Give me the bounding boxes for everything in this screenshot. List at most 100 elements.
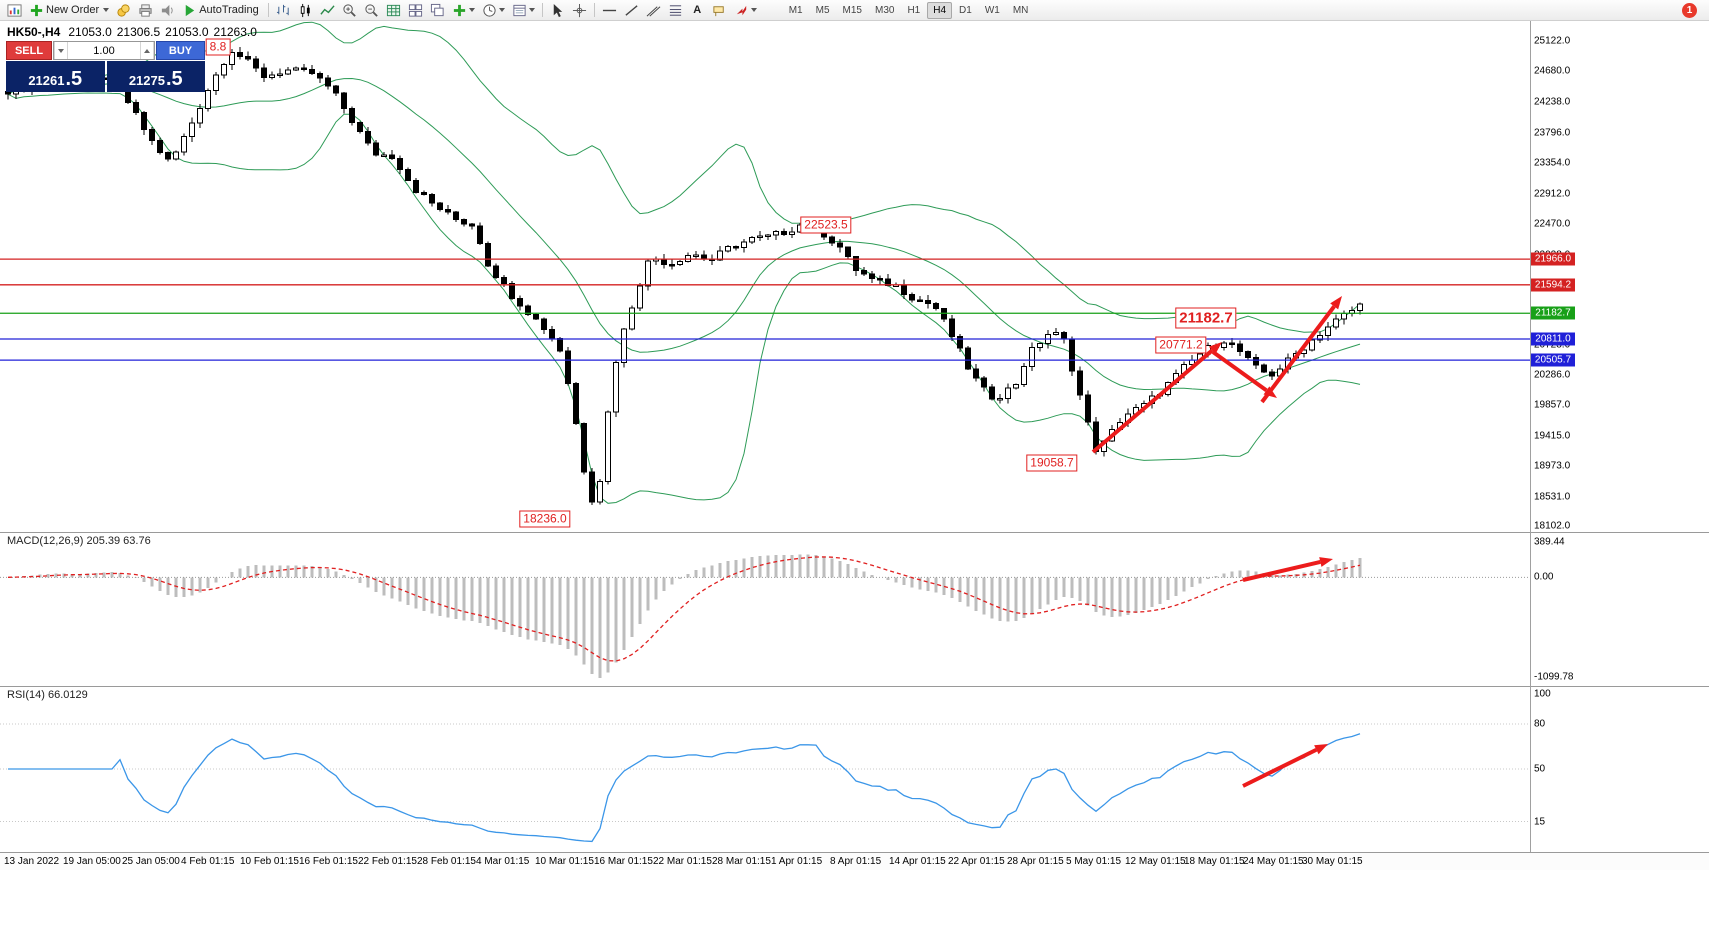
cascade-windows-icon[interactable] [427, 1, 448, 19]
trend-arrow[interactable] [1242, 560, 1321, 582]
macd-axis-label: 389.44 [1534, 536, 1565, 548]
volume-increase-button[interactable] [140, 42, 154, 59]
trendline-icon[interactable] [621, 1, 642, 19]
chart-window-icon[interactable] [4, 1, 25, 19]
time-axis-label: 12 May 01:15 [1125, 856, 1186, 867]
price-level-tag[interactable]: 21966.0 [1531, 252, 1575, 266]
timeframe-M15[interactable]: M15 [842, 4, 862, 16]
price-axis-label: 18973.0 [1534, 460, 1571, 472]
new-order-button[interactable]: New Order [26, 1, 112, 19]
sell-price-main: 21261 [28, 73, 65, 88]
timeframe-H1[interactable]: H1 [907, 4, 921, 16]
price-level-tag[interactable]: 21594.2 [1531, 278, 1575, 292]
grid-icon[interactable] [383, 1, 404, 19]
rsi-axis-label: 80 [1534, 718, 1546, 730]
trend-arrow[interactable] [1260, 305, 1336, 404]
label-tool-icon[interactable] [709, 1, 730, 19]
trend-arrow-head [1319, 557, 1333, 567]
ohlc-open: 21053.0 [68, 25, 112, 39]
rsi-panel[interactable]: RSI(14) 66.0129 100 80 50 15 [0, 686, 1709, 852]
buy-price[interactable]: 21275 .5 [106, 61, 205, 92]
toolbar-separator [267, 3, 269, 17]
text-tool-button[interactable]: A [687, 1, 708, 19]
template-selector-button[interactable] [509, 1, 538, 19]
price-annotation[interactable]: 20771.2 [1155, 336, 1207, 354]
arrows-tool-button[interactable] [731, 1, 760, 19]
timeframe-D1[interactable]: D1 [959, 4, 972, 16]
macd-histogram [14, 554, 1362, 678]
macd-panel[interactable]: MACD(12,26,9) 205.39 63.76 389.44 0.00 -10… [0, 532, 1709, 686]
zoom-in-icon[interactable] [339, 1, 360, 19]
volume-decrease-button[interactable] [54, 42, 68, 59]
price-annotation[interactable]: 8.8 [205, 38, 231, 56]
buy-price-main: 21275 [128, 73, 165, 88]
candlestick-chart-icon[interactable] [295, 1, 316, 19]
timeframe-W1[interactable]: W1 [984, 4, 1000, 16]
price-annotation[interactable]: 22523.5 [800, 216, 852, 234]
macd-label: MACD(12,26,9) 205.39 63.76 [7, 535, 151, 547]
trend-arrow-head [1314, 744, 1328, 755]
rsi-axis-label: 50 [1534, 763, 1546, 775]
trend-arrow-head [1330, 296, 1342, 310]
time-axis-label: 22 Apr 01:15 [948, 856, 1005, 867]
timeframe-toolbar: M1 M5 M15 M30 H1 H4 D1 W1 MN [783, 1, 1035, 19]
buy-button[interactable]: BUY [156, 41, 205, 60]
price-annotation[interactable]: 21182.7 [1175, 307, 1237, 329]
alerts-icon[interactable] [157, 1, 178, 19]
zoom-out-icon[interactable] [361, 1, 382, 19]
bar-chart-icon[interactable] [273, 1, 294, 19]
rsi-canvas[interactable] [0, 686, 1709, 852]
trend-arrow[interactable] [1091, 348, 1214, 454]
price-level-tag[interactable]: 20505.7 [1531, 353, 1575, 367]
toolbar-separator [593, 3, 595, 17]
price-axis-label: 22912.0 [1534, 188, 1571, 200]
trend-arrow[interactable] [1242, 747, 1318, 788]
tile-windows-icon[interactable] [405, 1, 426, 19]
new-order-label: New Order [46, 4, 100, 16]
crosshair-icon[interactable] [569, 1, 590, 19]
time-axis-label: 18 May 01:15 [1184, 856, 1245, 867]
price-annotation[interactable]: 18236.0 [519, 510, 571, 528]
sell-price[interactable]: 21261 .5 [6, 61, 105, 92]
timeframe-H4[interactable]: H4 [927, 1, 953, 19]
autotrading-label: AutoTrading [199, 4, 259, 16]
timeframe-M1[interactable]: M1 [788, 4, 803, 16]
notification-badge[interactable]: 1 [1682, 2, 1697, 18]
price-level-tag[interactable]: 20811.0 [1531, 332, 1575, 346]
timeframe-M30[interactable]: M30 [874, 4, 895, 16]
price-axis-label: 19415.0 [1534, 430, 1571, 442]
fibonacci-icon[interactable] [665, 1, 686, 19]
macd-signal-line [7, 556, 1361, 662]
price-level-tag[interactable]: 21182.7 [1531, 306, 1575, 320]
time-axis[interactable]: 13 Jan 2022 19 Jan 05:00 25 Jan 05:00 4 Feb… [0, 852, 1709, 870]
price-annotation[interactable]: 19058.7 [1026, 454, 1078, 472]
text-tool-label: A [693, 4, 702, 16]
toolbar-separator [541, 3, 543, 17]
time-axis-label: 16 Feb 01:15 [299, 856, 358, 867]
macd-canvas[interactable] [0, 532, 1709, 686]
ohlc-high: 21306.5 [116, 25, 161, 39]
main-chart-panel[interactable]: HK50-,H4 21053.0 21306.5 21053.0 21263.0 SEL… [0, 21, 1709, 532]
print-icon[interactable] [135, 1, 156, 19]
channel-icon[interactable] [643, 1, 664, 19]
cursor-icon[interactable] [547, 1, 568, 19]
timeframe-MN[interactable]: MN [1012, 4, 1029, 16]
timeframe-M5[interactable]: M5 [815, 4, 830, 16]
trend-arrow[interactable] [1211, 350, 1268, 393]
price-chart-canvas[interactable] [0, 21, 1709, 532]
price-axis-label: 24238.0 [1534, 96, 1571, 108]
symbol-period-label: HK50-,H4 [7, 25, 61, 39]
triangle-up-icon [144, 48, 150, 53]
market-watch-icon[interactable] [113, 1, 134, 19]
period-caret-icon [498, 8, 505, 12]
sell-button[interactable]: SELL [6, 41, 52, 60]
horizontal-line-icon[interactable] [599, 1, 620, 19]
time-axis-label: 16 Mar 01:15 [594, 856, 653, 867]
line-chart-icon[interactable] [317, 1, 338, 19]
volume-stepper[interactable]: 1.00 [53, 41, 155, 60]
new-order-caret-icon [103, 8, 110, 12]
add-indicator-button[interactable] [449, 1, 478, 19]
volume-value[interactable]: 1.00 [93, 44, 115, 57]
autotrading-button[interactable]: AutoTrading [179, 1, 264, 19]
period-selector-button[interactable] [479, 1, 508, 19]
